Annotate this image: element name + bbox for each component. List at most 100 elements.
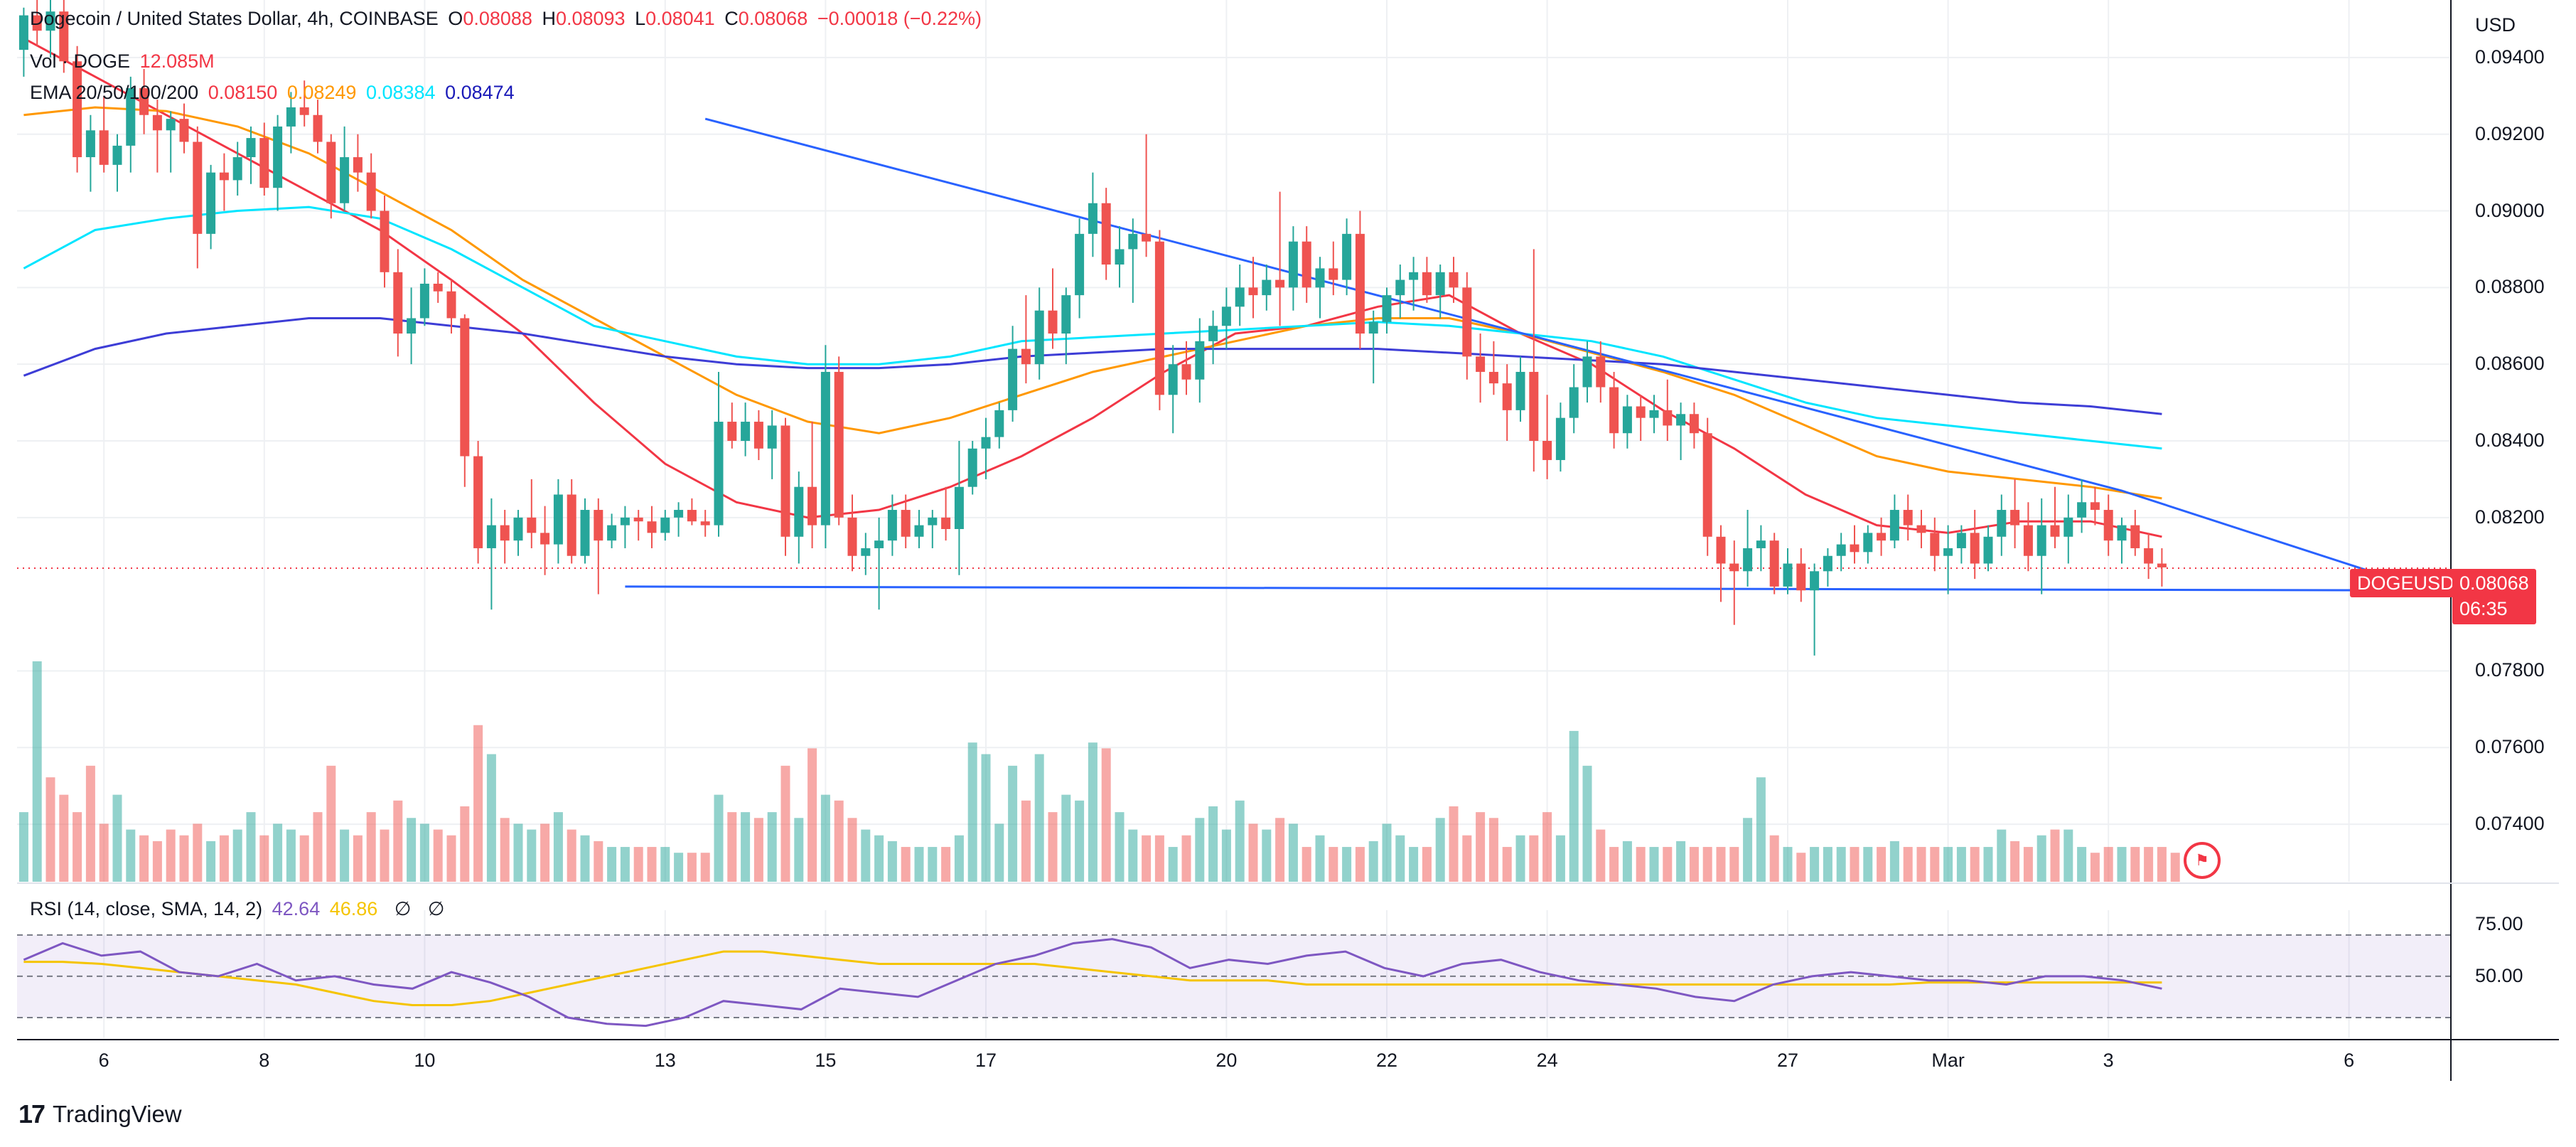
ema-legend[interactable]: EMA 20/50/100/200 0.08150 0.08249 0.0838… [30,77,519,108]
volume-bar-6 [99,823,109,882]
volume-bar-140 [1889,841,1899,882]
candle-body-42 [580,510,590,556]
time-tick-2: 10 [414,1050,436,1071]
candle-body-22 [313,114,323,142]
candle-body-35 [486,525,496,548]
candle-body-66 [901,510,911,537]
price-tick-6: 0.08200 [2475,506,2545,528]
volume-bar-7 [112,794,122,882]
volume-bar-17 [246,812,256,882]
volume-bar-51 [700,853,710,882]
close-label: C [724,8,739,29]
candle-body-107 [1449,272,1459,288]
candlestick-series[interactable] [18,0,2167,656]
candle-body-21 [299,107,309,115]
candle-body-8 [126,88,136,146]
volume-bar-14 [206,841,216,882]
volume-bar-120 [1622,841,1632,882]
candle-body-141 [1903,510,1913,526]
candle-body-71 [967,448,977,487]
volume-bar-33 [460,806,470,882]
volume-bar-3 [59,794,69,882]
candle-body-122 [1649,410,1659,418]
candle-body-114 [1542,441,1552,460]
candle-body-93 [1262,279,1272,296]
candle-body-4 [73,61,82,158]
candle-body-78 [1061,295,1071,334]
volume-legend[interactable]: Vol · DOGE 12.085M [30,46,219,77]
us-flag-event-icon[interactable]: ⚑ [2184,842,2221,879]
candle-body-7 [112,145,122,165]
candle-body-74 [1008,348,1018,410]
high-value: 0.08093 [555,8,626,29]
candle-body-58 [794,486,804,537]
candle-body-130 [1756,540,1766,548]
candle-body-134 [1810,571,1820,591]
candle-body-20 [286,107,296,127]
volume-bar-16 [232,829,242,882]
descending-resistance-line [704,117,2430,592]
candle-body-3 [59,11,69,62]
volume-bar-44 [607,847,617,882]
volume-bar-78 [1061,794,1071,882]
candle-body-23 [326,142,336,203]
candle-body-9 [139,88,149,115]
volume-bar-90 [1221,829,1231,882]
time-tick-4: 15 [815,1050,837,1071]
time-tick-12: 6 [2344,1050,2355,1071]
price-tick-8: 0.07600 [2475,736,2545,758]
volume-bar-62 [847,818,857,882]
candle-body-67 [914,525,924,537]
candle-body-115 [1555,417,1565,460]
candle-body-45 [620,517,630,526]
candle-body-33 [460,318,470,457]
rsi-line [23,938,2162,1028]
candle-body-97 [1315,268,1325,288]
volume-bar-150 [2023,847,2033,882]
candle-body-28 [393,272,403,334]
vol-label: Vol · DOGE [30,50,131,72]
volume-bar-147 [1983,847,1993,882]
volume-bar-77 [1048,812,1058,882]
volume-bar-91 [1235,800,1245,882]
volume-bar-133 [1796,853,1806,882]
candle-body-110 [1488,371,1498,384]
volume-bar-48 [660,847,670,882]
volume-bar-40 [553,812,563,882]
volume-bar-8 [126,829,136,882]
vol-value: 12.085M [139,50,215,72]
candle-body-31 [433,283,443,292]
price-tick-3: 0.08800 [2475,276,2545,298]
tradingview-logo-icon: 17 [18,1099,45,1129]
time-tick-5: 17 [975,1050,997,1071]
candle-body-17 [246,138,256,158]
volume-bar-100 [1355,847,1365,882]
candle-body-148 [1997,510,2007,537]
symbol-legend[interactable]: Dogecoin / United States Dollar, 4h, COI… [30,3,986,34]
candle-body-51 [700,521,710,526]
candle-body-98 [1329,268,1338,280]
candle-body-147 [1983,536,1993,564]
candle-body-95 [1288,241,1298,288]
volume-bar-135 [1823,847,1832,882]
volume-bar-22 [313,812,323,882]
open-label: O [448,8,463,29]
trendlines[interactable] [17,117,2451,592]
volume-bar-112 [1515,835,1525,882]
candle-body-103 [1395,279,1405,296]
volume-bar-68 [928,847,938,882]
rsi-legend[interactable]: RSI (14, close, SMA, 14, 2) 42.64 46.86 … [30,893,449,924]
rsi-sma-value: 46.86 [329,898,378,919]
tradingview-brand[interactable]: 17 TradingView [18,1099,182,1129]
rsi-tick-1: 50.00 [2475,964,2523,986]
candle-body-150 [2023,525,2033,556]
volume-bar-153 [2064,829,2073,882]
time-tick-0: 6 [98,1050,109,1071]
candle-body-90 [1221,306,1231,326]
volume-bar-12 [179,835,189,882]
volume-bar-24 [340,829,350,882]
volume-bar-155 [2090,853,2100,882]
candle-body-159 [2144,548,2154,564]
volume-bar-104 [1409,847,1419,882]
